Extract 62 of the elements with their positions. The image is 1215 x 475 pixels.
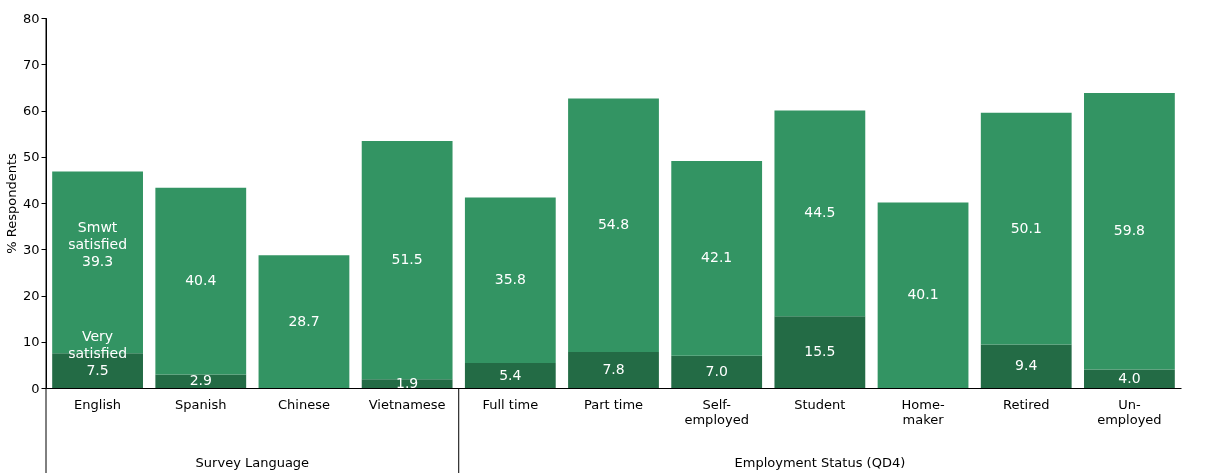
bar <box>568 98 659 352</box>
text: Employment Status (QD4) <box>734 455 906 470</box>
bar <box>361 141 453 380</box>
x-tick-label: Spanish <box>175 396 227 412</box>
bar <box>1084 369 1175 388</box>
data-label: 35.8 <box>494 271 526 288</box>
y-tick-label: 0 <box>31 380 40 396</box>
x-tick-label: English <box>74 396 122 412</box>
y-tick-label: 80 <box>22 10 40 26</box>
bar <box>671 355 763 388</box>
data-label: 7.5 <box>86 361 109 378</box>
bar <box>774 316 866 388</box>
y-tick-label: 60 <box>22 103 40 118</box>
data-label: 59.8 <box>1113 222 1145 239</box>
x-tick-label: Part time <box>583 396 644 412</box>
x-tick-label: Home-maker <box>901 396 945 427</box>
data-label: 5.4 <box>499 366 522 383</box>
bar <box>774 110 866 317</box>
data-label: 7.0 <box>705 362 728 379</box>
x-tick-label: Chinese <box>277 396 330 412</box>
bar <box>568 351 659 388</box>
bar <box>155 187 247 375</box>
data-label: 51.5 <box>391 251 423 268</box>
data-label: 7.8 <box>602 360 625 377</box>
data-label: 44.5 <box>804 204 836 221</box>
text: Survey Language <box>195 455 310 470</box>
data-label: 40.4 <box>185 272 217 289</box>
x-tick-label: Retired <box>1002 396 1050 412</box>
bar <box>980 112 1072 345</box>
bar <box>464 197 556 364</box>
data-label: 9.4 <box>1015 357 1038 374</box>
x-tick-label: Student <box>794 396 846 412</box>
data-label: 4.0 <box>1118 369 1141 386</box>
x-tick-label: Full time <box>482 396 539 412</box>
data-label: 40.1 <box>907 286 939 303</box>
x-tick-label: Self-employed <box>684 396 749 427</box>
bar <box>1084 92 1175 370</box>
series-label: Smwt satisfied <box>68 219 128 253</box>
bar <box>258 255 350 388</box>
bar <box>980 344 1072 388</box>
y-tick-label: 40 <box>22 195 40 211</box>
data-label: 1.9 <box>396 374 419 391</box>
x-tick-label: Un-employed <box>1097 396 1162 427</box>
data-label: 28.7 <box>288 312 320 329</box>
y-axis-title: % Respondents <box>3 153 19 254</box>
bar <box>464 363 556 388</box>
data-label: 42.1 <box>701 249 733 266</box>
y-tick-label: 20 <box>22 288 40 303</box>
bar <box>361 379 453 388</box>
data-label: 15.5 <box>804 343 836 360</box>
data-label: 39.3 <box>82 253 114 270</box>
data-label: 50.1 <box>1010 219 1042 236</box>
data-label: 2.9 <box>189 372 212 389</box>
y-tick-label: 50 <box>22 149 40 165</box>
bar <box>877 202 969 388</box>
y-tick-label: 30 <box>22 241 40 257</box>
series-label: Very satisfied <box>68 327 128 361</box>
y-tick-label: 70 <box>22 56 40 72</box>
data-label: 54.8 <box>597 216 630 233</box>
y-tick-label: 10 <box>22 334 40 350</box>
x-tick-label: Vietnamese <box>368 396 446 412</box>
bar <box>671 160 763 356</box>
